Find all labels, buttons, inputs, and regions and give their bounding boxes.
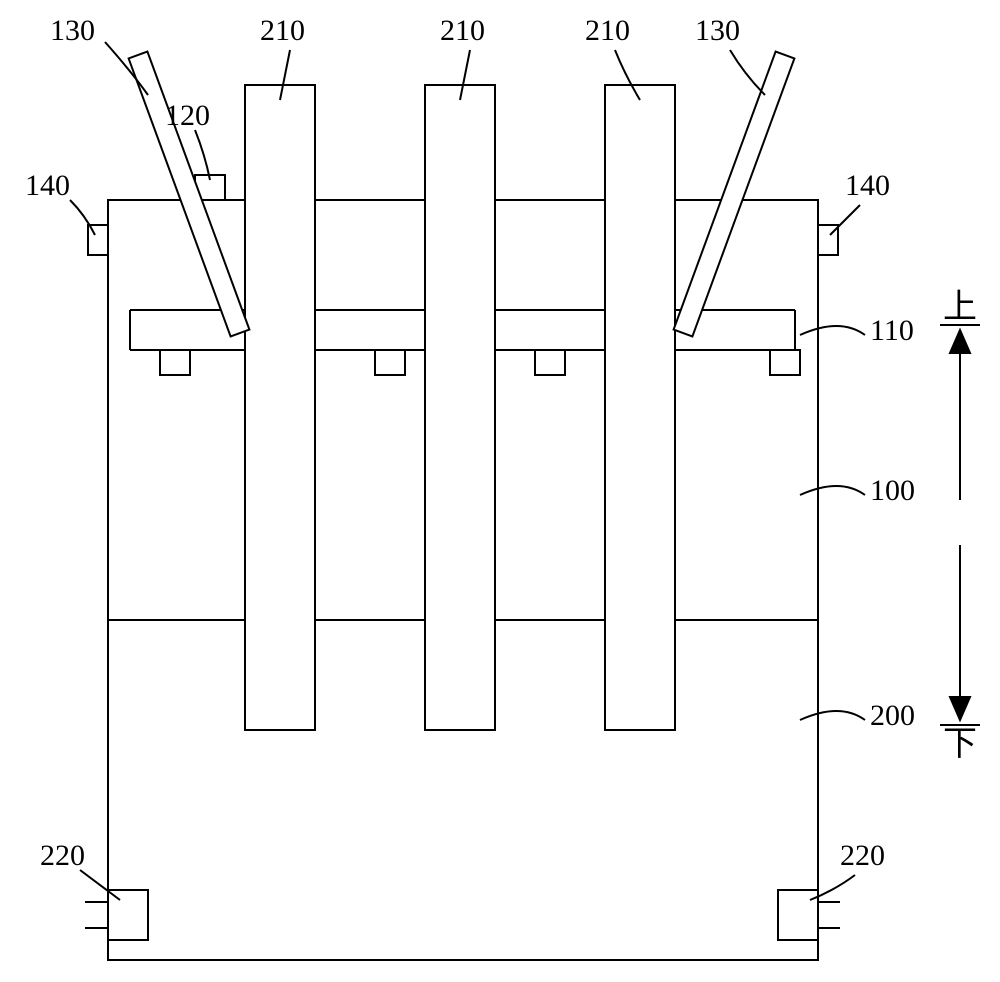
callout-140b: 140 — [845, 169, 890, 202]
callout-130: 130 — [50, 14, 95, 47]
callout-210c: 210 — [585, 14, 630, 47]
callout-110: 110 — [870, 314, 914, 347]
callout-140a: 140 — [25, 169, 70, 202]
callout-200: 200 — [870, 699, 915, 732]
callout-220a: 220 — [40, 839, 85, 872]
dir-bot-char: 下 — [943, 726, 977, 763]
callout-210a: 210 — [260, 14, 305, 47]
callout-120: 120 — [165, 99, 210, 132]
callout-210b: 210 — [440, 14, 485, 47]
dir-top-char: 上 — [943, 289, 977, 326]
callout-130b: 130 — [695, 14, 740, 47]
callout-220b: 220 — [840, 839, 885, 872]
callout-100: 100 — [870, 474, 915, 507]
